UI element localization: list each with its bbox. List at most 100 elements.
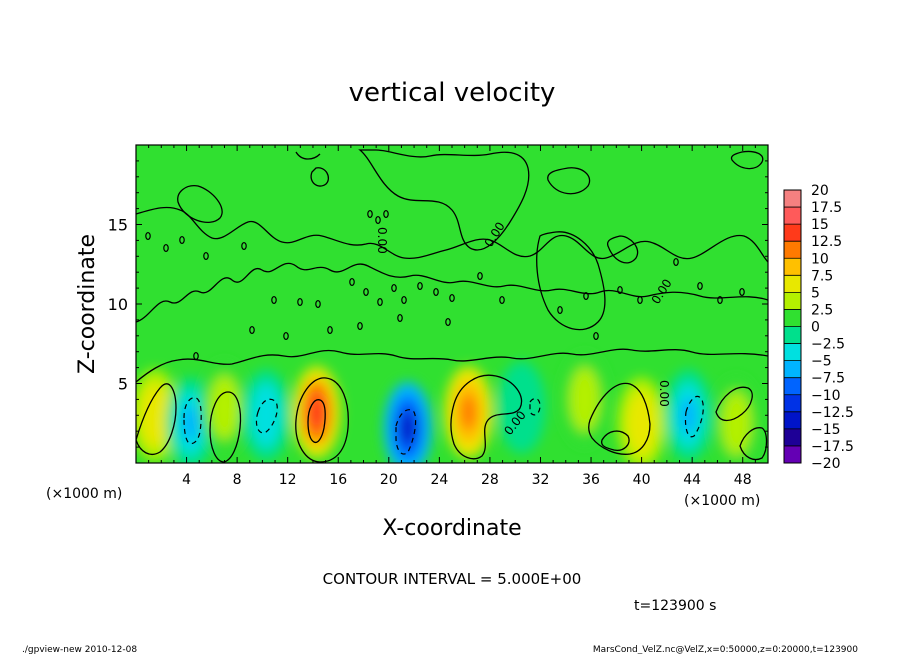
contour-blob	[449, 294, 455, 303]
contour-line	[600, 430, 630, 451]
x-tick-label: 36	[582, 472, 600, 488]
velocity-cell	[460, 394, 477, 431]
colorbar-label: 0	[811, 320, 820, 336]
contour-blob	[717, 296, 723, 305]
contour-line	[136, 262, 768, 323]
x-tick-label: 4	[182, 472, 191, 488]
contour-blob	[397, 314, 403, 323]
colorbar-segment	[784, 190, 801, 208]
contour-blob	[445, 318, 451, 327]
contour-line	[588, 382, 651, 455]
contour-label: 0.00	[375, 227, 389, 254]
negative-contour	[529, 397, 541, 416]
colorbar-label: −7.5	[811, 371, 845, 387]
contour-blob	[383, 210, 389, 219]
contour-line	[136, 383, 177, 455]
colorbar-segment	[784, 445, 801, 464]
colorbar-segment	[784, 326, 801, 345]
contour-line	[450, 374, 523, 460]
x-axis: 4 8 12 16 20 24 28 32 36 40 44 48	[135, 145, 769, 488]
colorbar-label: −10	[811, 388, 841, 404]
velocity-cell	[633, 405, 650, 442]
contour-blob	[499, 296, 505, 305]
contour-blob	[203, 252, 209, 261]
colorbar-segment	[784, 343, 801, 362]
contour-blob	[739, 288, 745, 297]
colorbar-segment	[784, 224, 801, 242]
colorbar-label: 17.5	[811, 200, 842, 216]
colorbar-segment	[784, 394, 801, 413]
colorbar-label: −12.5	[811, 405, 854, 421]
contour-line	[295, 377, 349, 463]
y-tick-label: 5	[118, 375, 128, 394]
velocity-cell	[728, 405, 745, 442]
colorbar-label: 5	[811, 285, 820, 301]
velocity-cell	[513, 389, 530, 426]
contour-blob	[477, 272, 483, 281]
contour-blob	[163, 244, 169, 253]
velocity-cell	[576, 381, 593, 418]
velocity-cell	[680, 397, 697, 434]
chart-title: vertical velocity	[349, 78, 556, 108]
colorbar-segment	[784, 360, 801, 379]
contour-interval-text: CONTOUR INTERVAL = 5.000E+00	[323, 570, 582, 588]
contour-blob	[401, 296, 407, 305]
x-tick-label: 28	[481, 472, 499, 488]
contour-blob	[391, 284, 397, 293]
contour-blob	[349, 278, 355, 287]
contour-blob	[283, 332, 289, 341]
velocity-cell	[182, 405, 199, 442]
colorbar-label: −5	[811, 354, 832, 370]
contour-blob	[375, 216, 381, 225]
x-tick-label: 32	[532, 472, 550, 488]
velocity-cell	[216, 389, 233, 426]
contour-blob	[637, 296, 643, 305]
colorbar-segment	[784, 309, 801, 327]
contour-blob	[367, 210, 373, 219]
colorbar-label: 7.5	[811, 268, 833, 284]
contour-blob	[249, 326, 255, 335]
colorbar-segment	[784, 428, 801, 447]
negative-contour	[183, 397, 202, 445]
contour-blob	[617, 286, 623, 295]
contour-line	[606, 235, 639, 264]
contour-line	[295, 151, 321, 160]
colorbar-label: −17.5	[811, 439, 854, 455]
x-tick-label: 44	[683, 472, 701, 488]
contour-blob	[315, 300, 321, 309]
footer-left: ./gpview-new 2010-12-08	[22, 645, 137, 654]
contour-blob	[417, 282, 423, 291]
colorbar-segment	[784, 292, 801, 310]
contour-line	[136, 348, 768, 383]
contour-blob	[179, 236, 185, 245]
colorbar-label: 10	[811, 251, 829, 267]
x-tick-label: 8	[233, 472, 242, 488]
contour-line	[310, 167, 330, 187]
plot-area	[136, 145, 768, 463]
velocity-cell	[399, 410, 416, 447]
x-tick-label: 24	[430, 472, 448, 488]
x-tick-label: 12	[279, 472, 297, 488]
contour-blob	[557, 306, 563, 315]
contour-line	[177, 185, 223, 223]
contour-line	[730, 150, 764, 170]
x-axis-title: X-coordinate	[382, 516, 521, 541]
colorbar-label: −15	[811, 422, 841, 438]
colorbar-label: −2.5	[811, 337, 845, 353]
y-axis: 5 10 15	[108, 144, 768, 464]
contour-blob	[241, 242, 247, 251]
contour-blob	[433, 288, 439, 297]
contour-blob	[271, 296, 277, 305]
contour-blob	[297, 298, 303, 307]
colorbar-segment	[784, 411, 801, 430]
x-tick-label: 48	[734, 472, 752, 488]
x-tick-label: 16	[329, 472, 347, 488]
time-label: t=123900 s	[634, 598, 716, 614]
colorbar-segment	[784, 275, 801, 293]
contour-line	[536, 231, 606, 331]
colorbar-segment	[784, 377, 801, 396]
contour-blob	[593, 332, 599, 341]
colorbar-label: 20	[811, 183, 829, 199]
